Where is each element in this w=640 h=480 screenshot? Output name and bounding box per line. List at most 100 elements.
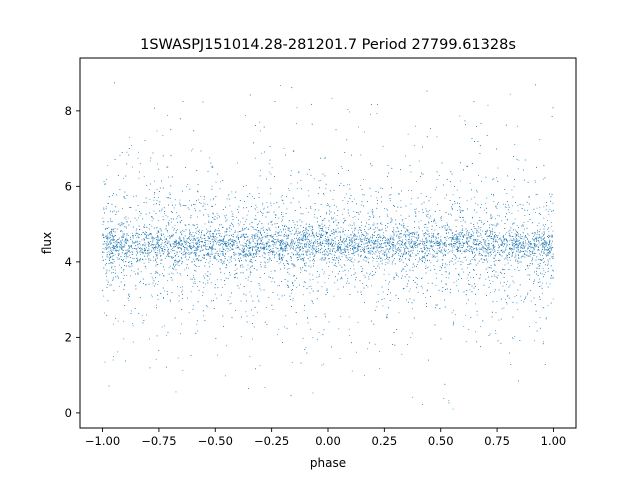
data-point: [424, 235, 425, 237]
data-point: [245, 311, 247, 313]
data-point: [189, 236, 190, 238]
data-point: [128, 294, 129, 296]
data-point: [528, 240, 529, 242]
data-point: [107, 165, 109, 167]
data-point: [131, 166, 133, 168]
data-point: [508, 230, 510, 232]
data-point: [104, 228, 106, 230]
data-point: [112, 194, 113, 196]
data-point: [547, 305, 549, 307]
data-point: [179, 244, 181, 246]
data-point: [250, 272, 252, 274]
data-point: [225, 250, 226, 252]
data-point: [452, 309, 454, 311]
data-point: [382, 252, 384, 254]
data-point: [367, 261, 369, 263]
data-point: [147, 243, 149, 245]
data-point: [412, 308, 413, 310]
data-point: [529, 245, 531, 247]
data-point: [471, 198, 473, 200]
data-point: [178, 215, 180, 216]
data-point: [162, 135, 164, 136]
data-point: [111, 251, 112, 252]
data-point: [532, 233, 534, 234]
data-point: [188, 259, 189, 261]
data-point: [122, 278, 124, 279]
data-point: [496, 301, 498, 302]
data-point: [219, 253, 221, 255]
data-point: [354, 242, 356, 243]
data-point: [108, 270, 110, 272]
data-point: [422, 251, 424, 253]
data-point: [146, 237, 147, 239]
data-point: [381, 257, 383, 259]
data-point: [186, 241, 188, 243]
data-point: [197, 247, 199, 249]
data-point: [183, 242, 185, 244]
data-point: [305, 347, 307, 348]
data-point: [171, 247, 173, 249]
data-point: [293, 240, 294, 242]
data-point: [287, 237, 289, 239]
data-point: [126, 252, 128, 253]
data-point: [379, 253, 380, 254]
data-point: [506, 242, 508, 244]
data-point: [477, 239, 479, 241]
data-point: [223, 261, 224, 263]
data-point: [314, 216, 316, 218]
data-point: [237, 162, 239, 164]
data-point: [295, 254, 296, 256]
data-point: [399, 249, 401, 251]
data-point: [456, 285, 458, 287]
data-point: [543, 262, 544, 263]
data-point: [244, 242, 246, 244]
data-point: [326, 253, 328, 255]
data-point: [324, 256, 326, 258]
data-point: [360, 255, 362, 257]
data-point: [416, 241, 418, 243]
data-point: [342, 270, 344, 272]
data-point: [106, 248, 108, 250]
data-point: [137, 244, 138, 246]
data-point: [410, 240, 412, 242]
data-point: [543, 234, 544, 235]
data-point: [248, 210, 249, 212]
data-point: [268, 163, 270, 165]
data-point: [151, 220, 153, 222]
data-point: [281, 199, 283, 201]
data-point: [332, 246, 334, 247]
data-point: [367, 286, 369, 288]
data-point: [278, 217, 280, 219]
data-point: [345, 274, 347, 276]
data-point: [188, 243, 190, 245]
data-point: [384, 245, 386, 247]
data-point: [432, 235, 434, 237]
data-point: [113, 248, 114, 250]
data-point: [487, 244, 489, 246]
data-point: [403, 246, 404, 248]
data-point: [316, 276, 318, 278]
data-point: [189, 234, 191, 236]
data-point: [491, 224, 493, 226]
data-point: [317, 281, 319, 283]
data-point: [255, 238, 257, 240]
data-point: [377, 247, 379, 249]
data-point: [380, 229, 382, 231]
data-point: [162, 253, 164, 254]
data-point: [370, 248, 371, 250]
data-point: [207, 306, 209, 308]
data-point: [396, 227, 398, 228]
data-point: [307, 250, 309, 252]
data-point: [514, 243, 515, 244]
data-point: [511, 189, 513, 191]
data-point: [291, 290, 292, 291]
data-point: [523, 221, 525, 223]
data-point: [469, 289, 471, 291]
data-point: [537, 239, 539, 241]
data-point: [333, 230, 335, 232]
data-point: [370, 252, 372, 254]
data-point: [382, 243, 384, 244]
data-point: [368, 216, 370, 217]
data-point: [331, 238, 333, 240]
data-point: [298, 257, 300, 258]
